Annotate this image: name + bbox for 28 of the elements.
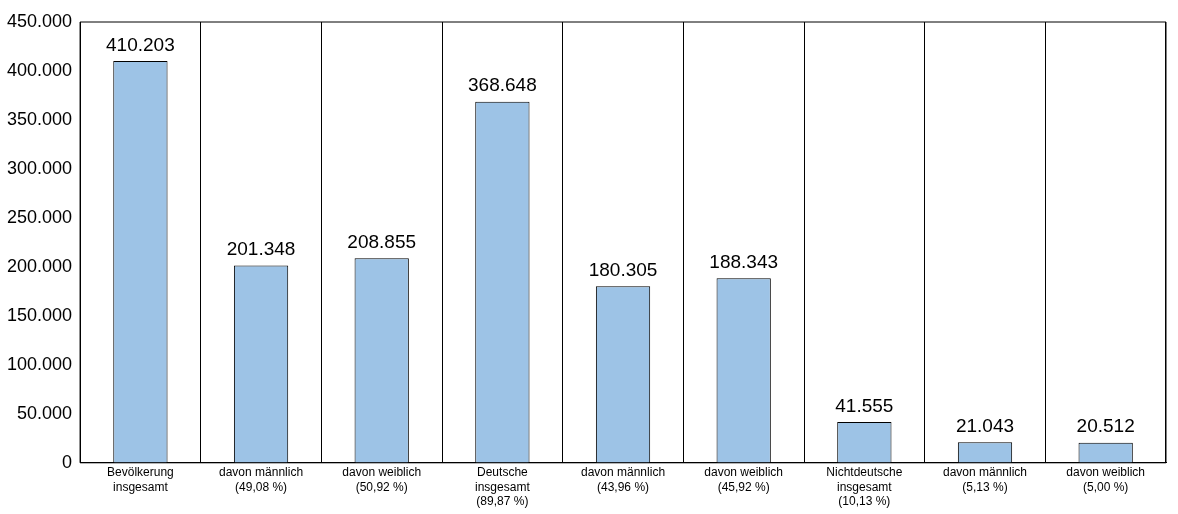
y-tick-label: 200.000 bbox=[6, 255, 73, 276]
y-tick-label: 150.000 bbox=[6, 304, 73, 325]
y-tick-label: 350.000 bbox=[6, 108, 73, 129]
data-label: 180.305 bbox=[588, 258, 658, 280]
data-label: 410.203 bbox=[106, 33, 175, 55]
y-tick-label: 300.000 bbox=[6, 157, 73, 178]
x-tick-label: davon weiblich (45,92 %) bbox=[704, 465, 784, 494]
y-tick-label: 100.000 bbox=[6, 353, 73, 374]
y-tick-label: 50.000 bbox=[17, 402, 73, 423]
data-label: 201.348 bbox=[226, 238, 296, 260]
data-label: 368.648 bbox=[468, 74, 537, 96]
x-tick-label: davon männlich (43,96 %) bbox=[581, 465, 666, 494]
x-tick-label: davon weiblich (5,00 %) bbox=[1066, 465, 1146, 494]
x-tick-label: Bevölkerung insgesamt bbox=[107, 465, 174, 494]
x-tick-label: davon männlich (49,08 %) bbox=[219, 465, 304, 494]
x-tick-label: Nichtdeutsche insgesamt (10,13 %) bbox=[826, 465, 903, 509]
data-label: 41.555 bbox=[835, 394, 894, 416]
y-tick-label: 250.000 bbox=[6, 206, 73, 227]
x-tick-label: davon weiblich (50,92 %) bbox=[342, 465, 422, 494]
y-tick-label: 0 bbox=[62, 451, 73, 472]
data-label: 188.343 bbox=[709, 251, 779, 273]
x-tick-label: Deutsche insgesamt (89,87 %) bbox=[475, 465, 531, 509]
y-tick-label: 450.000 bbox=[6, 10, 73, 31]
data-label: 21.043 bbox=[955, 414, 1015, 436]
x-tick-label: davon männlich (5,13 %) bbox=[942, 465, 1028, 494]
data-label: 20.512 bbox=[1076, 415, 1135, 437]
data-label: 208.855 bbox=[347, 230, 417, 252]
y-tick-label: 400.000 bbox=[6, 59, 73, 80]
